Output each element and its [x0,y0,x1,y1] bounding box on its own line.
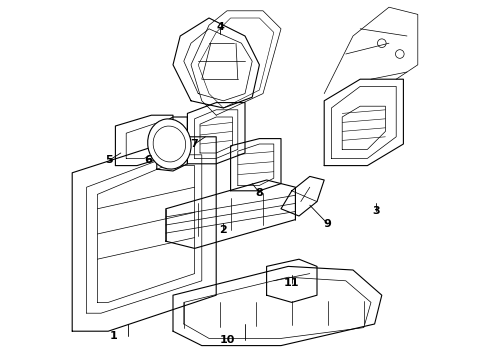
Polygon shape [231,139,281,191]
Text: 7: 7 [191,139,198,149]
Polygon shape [72,137,216,331]
Polygon shape [324,79,403,166]
Ellipse shape [147,119,191,169]
Ellipse shape [153,126,186,162]
Text: 5: 5 [105,155,113,165]
Text: 1: 1 [110,330,118,341]
Polygon shape [187,103,245,164]
Text: 10: 10 [220,335,235,345]
Polygon shape [281,176,324,216]
Text: 11: 11 [284,278,299,288]
Polygon shape [267,259,317,302]
Polygon shape [166,180,295,248]
Polygon shape [173,266,382,346]
Text: 6: 6 [144,155,152,165]
Text: 8: 8 [255,188,263,198]
Polygon shape [173,18,259,108]
Text: 3: 3 [372,206,380,216]
Polygon shape [157,117,187,171]
Text: 2: 2 [219,225,226,235]
Polygon shape [116,115,173,166]
Text: 9: 9 [324,219,332,229]
Text: 4: 4 [217,22,224,32]
